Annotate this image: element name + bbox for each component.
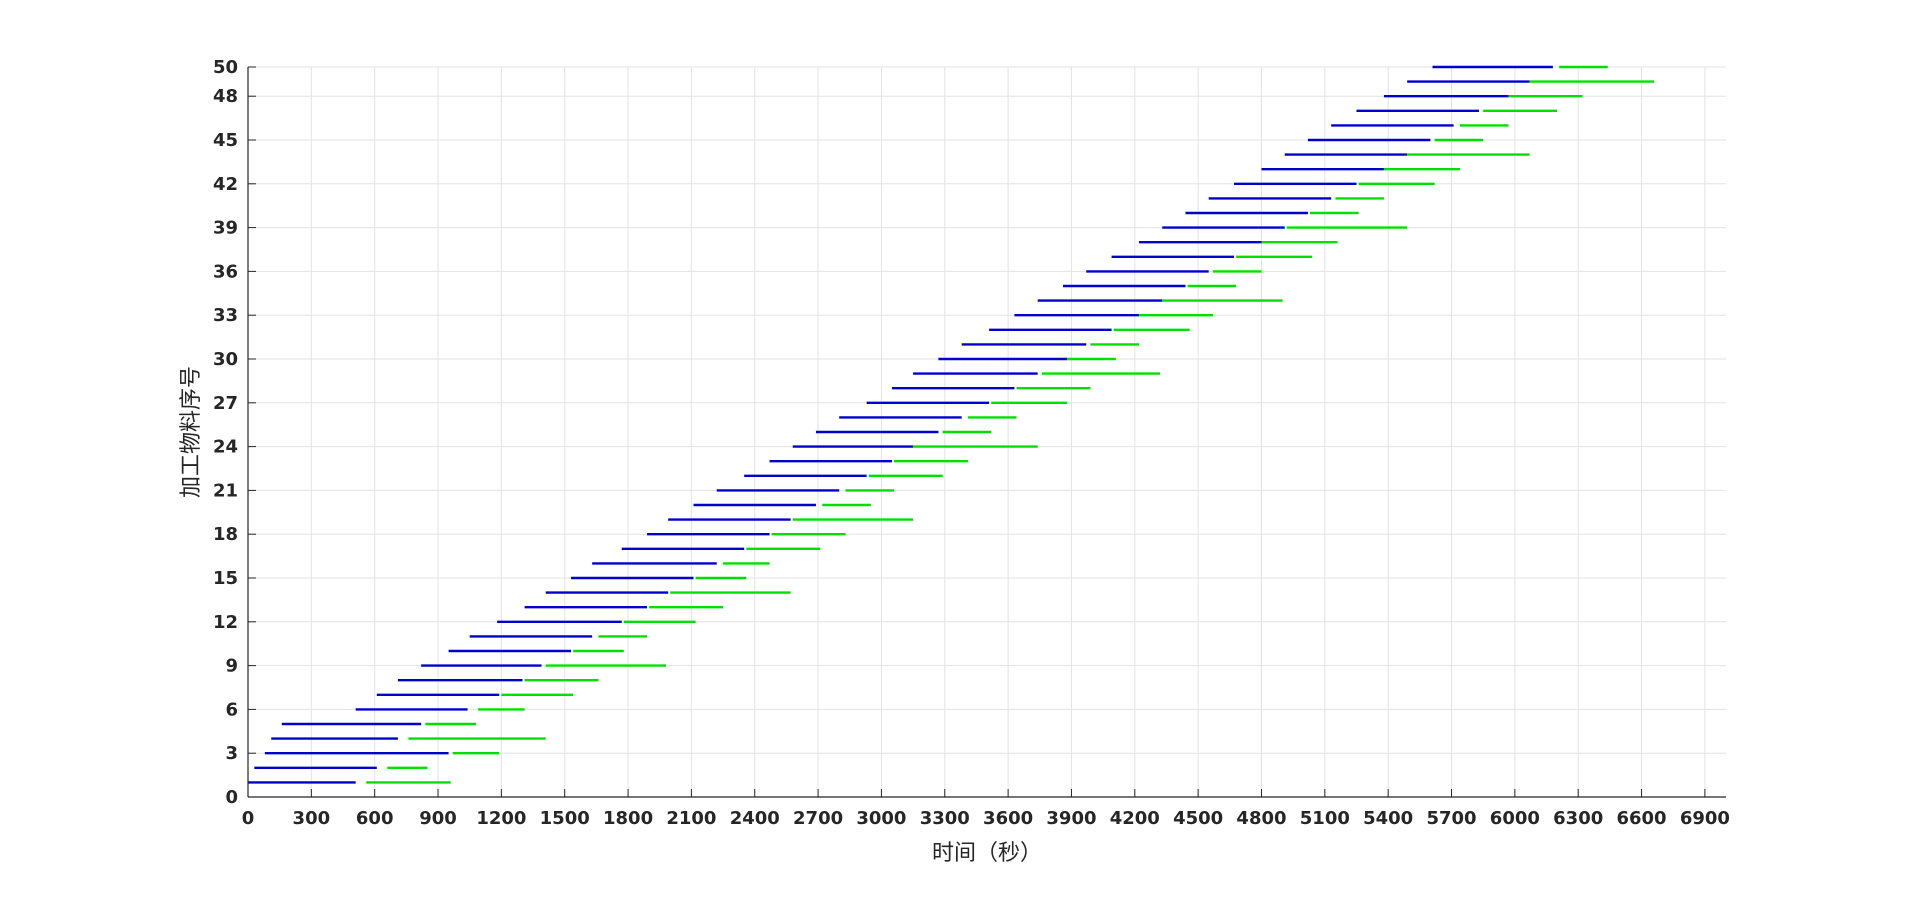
x-axis-title: 时间（秒）	[932, 841, 1042, 866]
y-tick-label: 27	[213, 393, 238, 414]
y-tick-label: 45	[213, 130, 238, 151]
x-tick-labels: 0 300 600 900 1200 1500 1800 2100 2400 2700 3000 33…	[242, 808, 1730, 829]
x-tick-label: 6900	[1680, 808, 1730, 829]
x-tick-label: 3900	[1046, 808, 1096, 829]
y-tick-label: 30	[213, 349, 238, 370]
y-tick-label: 3	[225, 743, 238, 764]
x-tick-label: 2100	[666, 808, 716, 829]
x-tick-label: 5100	[1300, 808, 1350, 829]
x-tick-label: 0	[242, 808, 255, 829]
y-tick-label: 50	[213, 57, 238, 78]
grid-lines	[247, 66, 1726, 798]
axes	[247, 67, 1726, 798]
x-tick-label: 2700	[793, 808, 843, 829]
y-tick-label: 12	[213, 612, 238, 633]
x-tick-label: 3600	[983, 808, 1033, 829]
x-tick-label: 3300	[920, 808, 970, 829]
y-tick-label: 18	[213, 524, 238, 545]
x-tick-label: 2400	[730, 808, 780, 829]
x-tick-label: 4800	[1236, 808, 1286, 829]
x-tick-label: 4200	[1110, 808, 1160, 829]
x-tick-label: 6300	[1553, 808, 1603, 829]
x-tick-label: 1200	[476, 808, 526, 829]
y-tick-label: 9	[225, 656, 238, 677]
task-bars	[248, 65, 1655, 784]
x-tick-label: 6000	[1490, 808, 1540, 829]
y-tick-label: 39	[213, 218, 238, 239]
y-tick-label: 48	[213, 86, 238, 107]
x-tick-label: 1500	[540, 808, 590, 829]
x-tick-label: 900	[419, 808, 457, 829]
y-tick-label: 36	[213, 261, 238, 282]
x-tick-label: 4500	[1173, 808, 1223, 829]
x-tick-label: 6600	[1616, 808, 1666, 829]
y-tick-label: 21	[213, 480, 238, 501]
y-tick-label: 42	[213, 174, 238, 195]
y-tick-label: 15	[213, 568, 238, 589]
x-tick-label: 3000	[856, 808, 906, 829]
y-tick-label: 6	[225, 699, 238, 720]
x-tick-label: 600	[356, 808, 394, 829]
y-axis-title: 加工物料序号	[179, 366, 204, 498]
y-tick-label: 24	[213, 437, 238, 458]
x-tick-label: 300	[293, 808, 331, 829]
x-tick-label: 5400	[1363, 808, 1413, 829]
x-tick-label: 1800	[603, 808, 653, 829]
y-tick-label: 33	[213, 305, 238, 326]
y-tick-label: 0	[225, 787, 238, 808]
x-tick-label: 5700	[1426, 808, 1476, 829]
